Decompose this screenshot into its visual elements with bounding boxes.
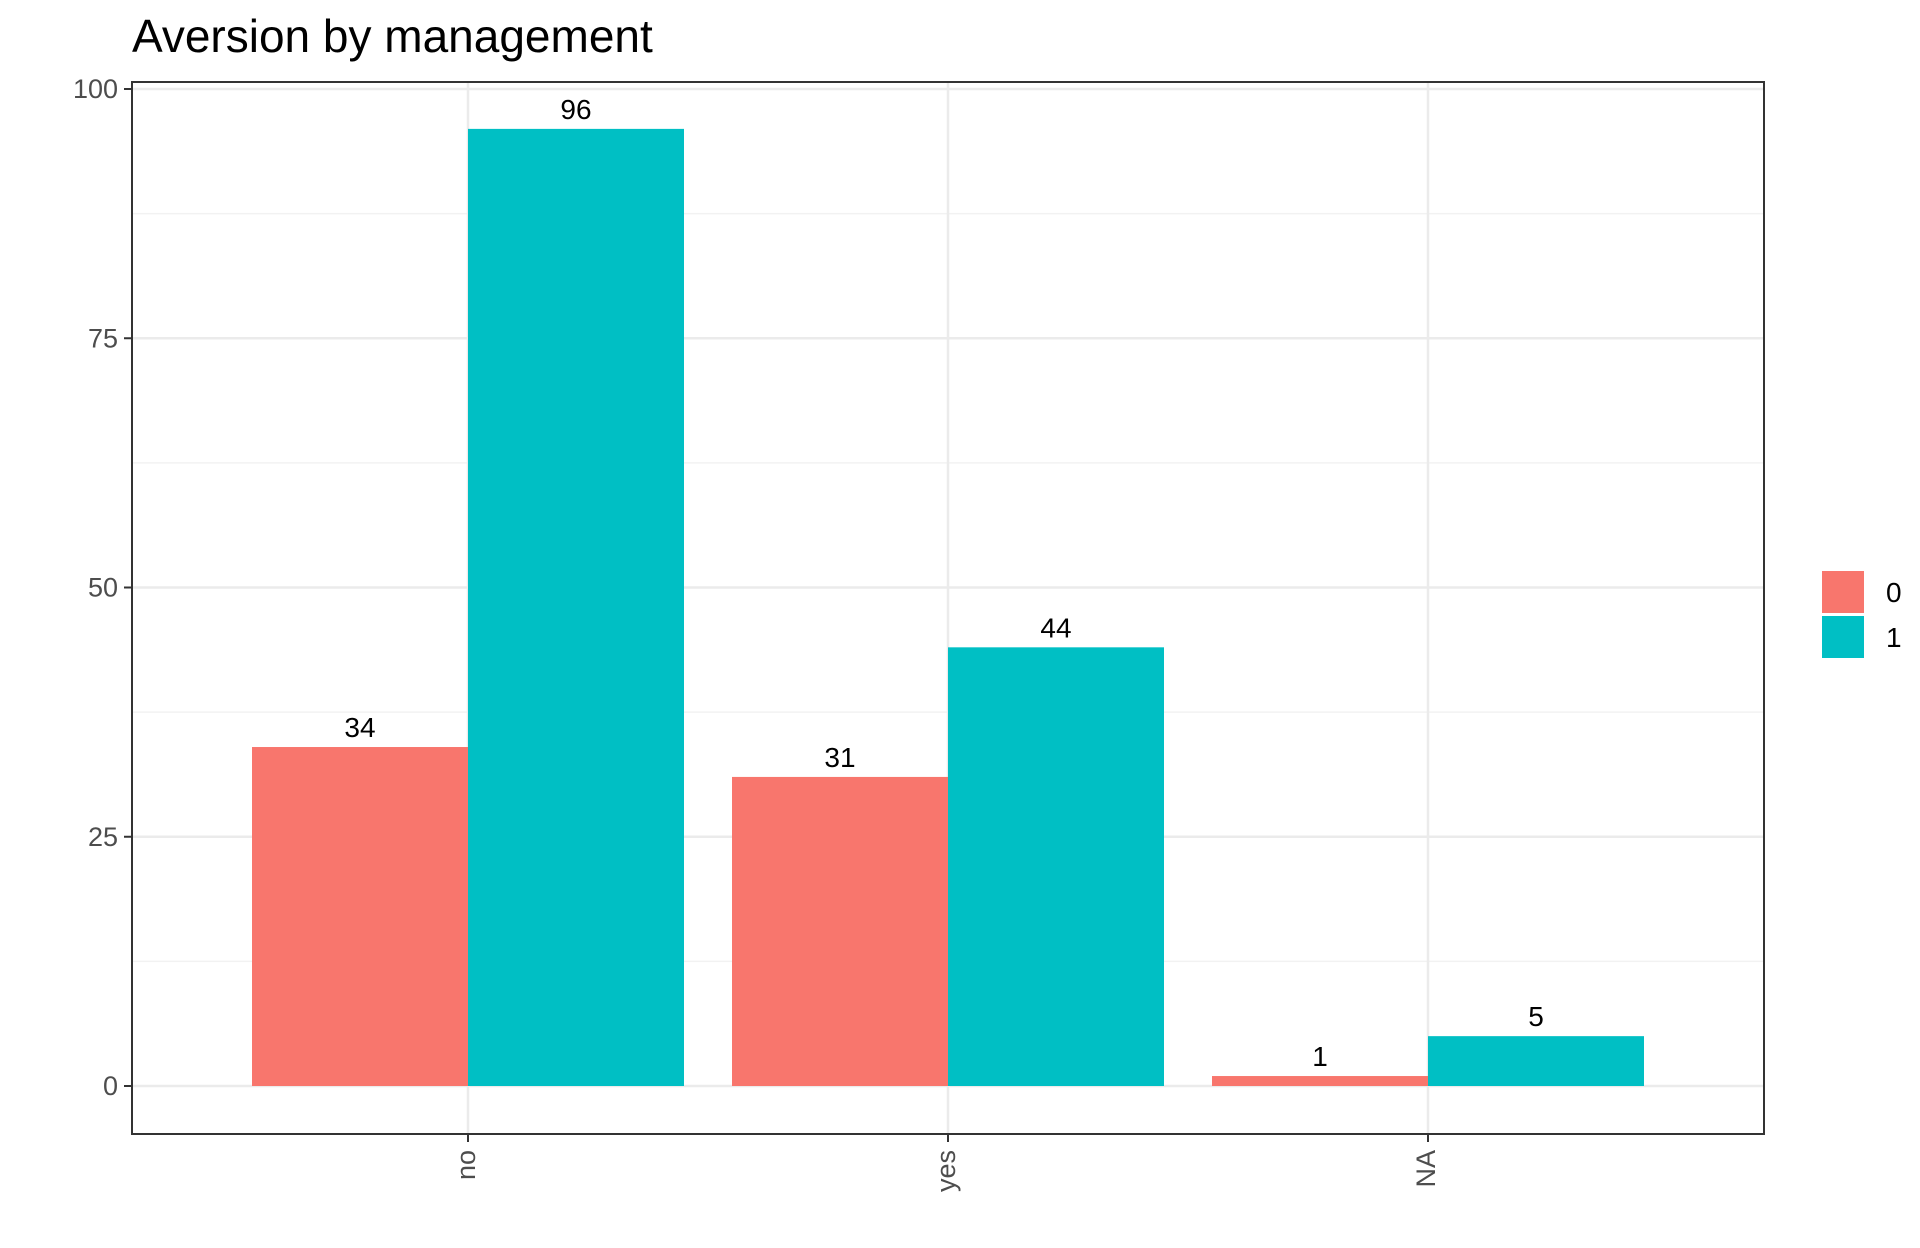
legend-label: 1 [1886, 622, 1902, 653]
data-label: 31 [824, 742, 855, 773]
y-axis: 0 25 50 75 100 [73, 74, 132, 1101]
data-label: 5 [1528, 1001, 1544, 1032]
x-axis: no yes NA [451, 1134, 1441, 1192]
x-tick-label: yes [931, 1150, 961, 1192]
bar [1428, 1036, 1644, 1086]
y-tick-label: 75 [88, 323, 118, 353]
x-tick-label: no [451, 1150, 481, 1180]
bar [252, 747, 468, 1086]
chart-title: Aversion by management [132, 10, 653, 62]
legend-swatch [1822, 571, 1864, 613]
legend-label: 0 [1886, 577, 1902, 608]
bar [732, 776, 948, 1086]
y-tick-label: 0 [103, 1071, 118, 1101]
data-label: 96 [560, 94, 591, 125]
data-label: 34 [344, 712, 375, 743]
legend: 01 [1822, 571, 1902, 658]
legend-swatch [1822, 616, 1864, 658]
bar [948, 647, 1164, 1086]
y-tick-label: 100 [73, 74, 118, 104]
bar [1212, 1076, 1428, 1086]
data-labels: 34 96 31 44 1 5 [344, 94, 1543, 1072]
bar [468, 128, 684, 1086]
data-label: 1 [1312, 1041, 1328, 1072]
y-tick-label: 25 [88, 822, 118, 852]
bars [252, 128, 1644, 1086]
data-label: 44 [1040, 612, 1071, 643]
y-tick-label: 50 [88, 573, 118, 603]
x-tick-label: NA [1411, 1150, 1441, 1188]
